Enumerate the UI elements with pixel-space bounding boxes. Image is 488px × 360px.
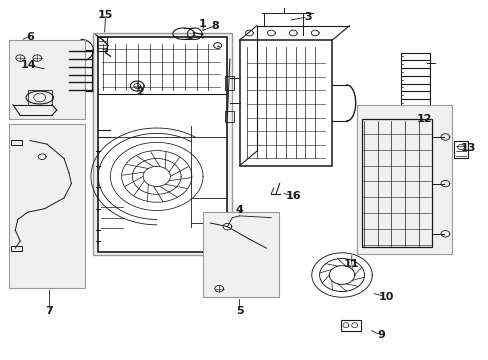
Text: 7: 7 [45,306,53,316]
Text: 14: 14 [21,60,37,70]
Bar [9,40,85,119]
Text: 6: 6 [26,32,34,41]
Bar [203,212,278,297]
Bar [453,140,467,158]
Bar [9,125,85,288]
Text: 11: 11 [344,259,359,269]
Bar [98,37,227,252]
Text: 13: 13 [460,143,475,153]
Text: 15: 15 [98,10,113,20]
Text: 8: 8 [211,21,219,31]
Bar [93,33,232,255]
Text: 5: 5 [235,306,243,316]
Bar [11,140,22,145]
Text: 4: 4 [235,206,243,216]
Text: 10: 10 [377,292,393,302]
Bar [224,111,233,122]
Text: 12: 12 [416,114,432,124]
Text: 16: 16 [285,191,301,201]
Text: 3: 3 [304,12,311,22]
Bar [239,40,331,166]
Bar [27,90,52,105]
Bar [361,119,431,247]
Bar [97,37,106,51]
Bar [224,76,233,90]
Text: 2: 2 [136,87,143,97]
Bar [11,246,22,251]
Text: 1: 1 [199,19,206,29]
Bar [340,320,360,330]
Text: 9: 9 [376,330,384,340]
Bar [356,105,451,253]
